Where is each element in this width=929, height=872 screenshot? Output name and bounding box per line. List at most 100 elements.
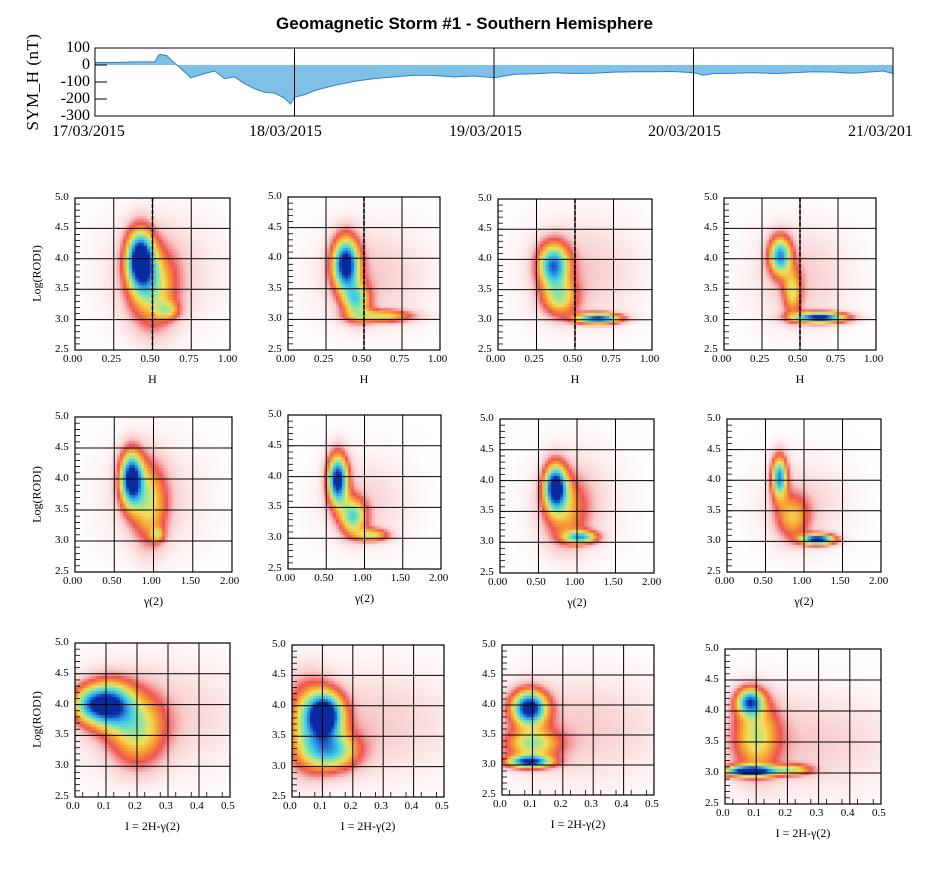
heatmap-ytick-label: 3.5 xyxy=(704,282,718,295)
heatmap-xtick-label: 0.50 xyxy=(563,353,583,365)
heatmap-ytick-label: 5.0 xyxy=(705,642,719,654)
heatmap-ytick-label: 5.0 xyxy=(268,190,282,202)
heatmap-density xyxy=(500,419,654,573)
heatmap-ytick-label: 3.0 xyxy=(705,766,719,778)
heatmap-xlabel: I = 2H-γ(2) xyxy=(340,819,396,833)
symh-ytick: 100 xyxy=(66,39,90,56)
heatmap-ytick-label: 3.0 xyxy=(55,312,69,325)
heatmap-ytick-label: 2.5 xyxy=(55,343,69,355)
heatmap-xtick-label: 0.0 xyxy=(66,800,80,812)
heatmap-xlabel: H xyxy=(570,372,580,386)
heatmap-xtick-label: 0.5 xyxy=(872,807,886,819)
symh-xtick: 19/03/2015 xyxy=(449,123,522,140)
heatmap-density xyxy=(725,649,881,804)
heatmap-xtick-label: 0.00 xyxy=(63,353,83,365)
heatmap-xtick-label: 2.00 xyxy=(429,572,449,584)
heatmap-xtick-label: 0.4 xyxy=(190,800,204,812)
heatmap-ytick-label: 3.0 xyxy=(268,531,282,544)
heatmap-xtick-label: 1.00 xyxy=(565,576,585,588)
heatmap-ytick-label: 3.0 xyxy=(55,534,69,546)
symh-ytick: 0 xyxy=(82,56,90,73)
heatmap-xtick-label: 0.1 xyxy=(747,807,761,819)
heatmap-ytick-label: 3.5 xyxy=(480,504,494,517)
heatmap-xtick-label: 0.2 xyxy=(128,800,142,812)
heatmap-xtick-label: 1.50 xyxy=(390,572,410,584)
symh-line xyxy=(95,53,894,105)
heatmap-xtick-label: 0.50 xyxy=(314,572,334,584)
heatmap-xtick-label: 0.3 xyxy=(809,807,824,819)
heatmap-ytick-label: 3.0 xyxy=(482,758,496,770)
heatmap-xtick-label: 0.0 xyxy=(283,800,297,812)
heatmap-xtick-label: 0.5 xyxy=(645,798,659,810)
heatmap-xtick-label: 0.3 xyxy=(159,800,173,812)
heatmap-ytick-label: 5.0 xyxy=(55,191,69,203)
heatmap-xtick-label: 0.50 xyxy=(352,353,372,365)
heatmap-ytick-label: 4.0 xyxy=(707,473,721,486)
heatmap-ytick-label: 4.5 xyxy=(478,222,492,235)
heatmap-ytick-label: 4.5 xyxy=(704,221,718,234)
heatmap-ytick-label: 5.0 xyxy=(55,636,69,648)
heatmap-xtick-label: 1.00 xyxy=(792,575,812,587)
heatmap-ytick-label: 2.5 xyxy=(705,797,719,809)
heatmap-ytick-label: 3.5 xyxy=(55,503,69,515)
heatmap-ytick-label: 2.5 xyxy=(55,790,69,802)
heatmap-xtick-label: 0.50 xyxy=(753,575,773,587)
heatmap-ytick-label: 4.0 xyxy=(705,704,719,716)
heatmap-ytick-label: 3.0 xyxy=(480,535,494,548)
heatmap-ytick-label: 5.0 xyxy=(268,408,282,420)
heatmap-xtick-label: 1.00 xyxy=(352,572,372,584)
heatmap-ytick-label: 5.0 xyxy=(478,192,492,204)
heatmap-xlabel: γ(2) xyxy=(354,591,375,605)
heatmap-xtick-label: 0.4 xyxy=(840,807,855,819)
heatmap-xtick-label: 0.50 xyxy=(526,576,546,588)
heatmap-ytick-label: 2.5 xyxy=(268,343,282,355)
heatmap-xtick-label: 0.4 xyxy=(614,798,629,810)
heatmap-density xyxy=(502,645,654,795)
heatmap-xtick-label: 0.00 xyxy=(276,572,296,584)
heatmap-ytick-label: 2.5 xyxy=(478,343,492,355)
heatmap-ytick-label: 4.0 xyxy=(704,251,718,264)
heatmap-density xyxy=(498,199,652,350)
heatmap-ytick-label: 4.5 xyxy=(705,673,719,685)
heatmap-ytick-label: 2.5 xyxy=(272,790,286,802)
heatmap-ytick-label: 5.0 xyxy=(704,191,718,203)
figure-title: Geomagnetic Storm #1 - Southern Hemisphe… xyxy=(276,14,653,33)
heatmap-ytick-label: 2.5 xyxy=(268,562,282,574)
symh-xtick: 17/03/2015 xyxy=(52,123,125,140)
heatmap-xtick-label: 0.3 xyxy=(374,800,388,812)
heatmap-ytick-label: 3.5 xyxy=(268,500,282,513)
heatmap-ytick-label: 3.5 xyxy=(55,282,69,295)
heatmap-xtick-label: 2.00 xyxy=(869,575,889,587)
heatmap-ytick-label: 4.0 xyxy=(478,252,492,265)
heatmap-xtick-label: 0.0 xyxy=(493,798,507,810)
heatmap-density xyxy=(75,417,232,572)
heatmap-ytick-label: 4.0 xyxy=(480,473,494,486)
heatmap-xtick-label: 0.5 xyxy=(435,800,449,812)
heatmap-xtick-label: 0.75 xyxy=(179,353,199,365)
heatmap-ytick-label: 2.5 xyxy=(707,565,721,577)
heatmap-xlabel: I = 2H-γ(2) xyxy=(775,826,831,840)
heatmap-ytick-label: 2.5 xyxy=(480,566,494,578)
heatmap-xtick-label: 0.1 xyxy=(97,800,111,812)
heatmap-ytick-label: 4.0 xyxy=(55,697,69,710)
heatmap-xtick-label: 0.25 xyxy=(101,353,121,365)
heatmap-density xyxy=(75,643,230,797)
heatmap-xtick-label: 0.00 xyxy=(486,353,506,365)
heatmap-ytick-label: 4.5 xyxy=(268,438,282,451)
heatmap-xtick-label: 2.00 xyxy=(220,575,240,587)
heatmap-ytick-label: 3.5 xyxy=(482,728,496,740)
heatmap-xtick-label: 0.75 xyxy=(390,353,410,365)
heatmap-xtick-label: 0.1 xyxy=(523,798,538,810)
heatmap-ytick-label: 5.0 xyxy=(482,638,496,650)
heatmap-ytick-label: 4.5 xyxy=(55,666,69,679)
heatmap-density xyxy=(288,197,440,350)
heatmap-density xyxy=(75,198,230,350)
heatmap-xtick-label: 0.00 xyxy=(488,576,508,588)
heatmap-ytick-label: 3.5 xyxy=(272,729,286,742)
heatmap-ytick-label: 3.0 xyxy=(55,759,69,772)
heatmap-xtick-label: 1.00 xyxy=(218,353,238,365)
heatmap-ytick-label: 4.0 xyxy=(272,698,286,711)
heatmap-xtick-label: 0.25 xyxy=(750,353,770,365)
heatmap-xlabel: γ(2) xyxy=(794,594,814,608)
heatmap-ytick-label: 4.0 xyxy=(55,472,69,484)
